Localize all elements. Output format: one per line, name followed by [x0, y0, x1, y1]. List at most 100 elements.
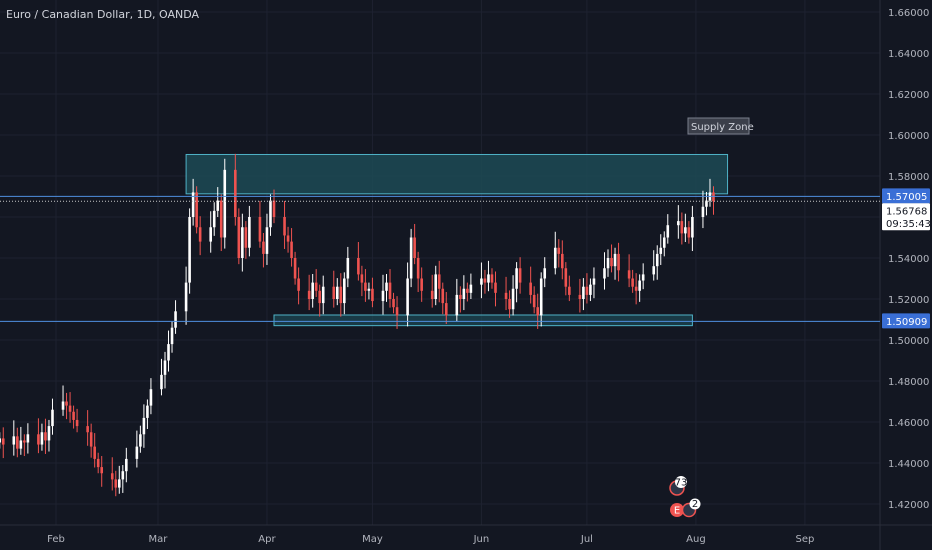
- candle-body: [691, 217, 694, 238]
- candle-body: [381, 290, 385, 302]
- candle-body: [40, 432, 44, 445]
- candle-body: [75, 419, 79, 427]
- candle-body: [23, 440, 26, 443]
- candle-body: [286, 235, 290, 242]
- candle-body: [444, 303, 448, 316]
- candle-body: [174, 311, 177, 328]
- candle-body: [641, 274, 645, 281]
- candle-body: [68, 405, 72, 412]
- candle-body: [606, 258, 610, 269]
- candle-body: [568, 286, 571, 295]
- candle-body: [395, 307, 399, 316]
- candle-body: [543, 268, 547, 279]
- y-tick-label: 1.50000: [888, 336, 929, 347]
- y-tick-label: 1.42000: [888, 500, 929, 511]
- candle-body: [237, 217, 241, 258]
- candle-body: [125, 458, 128, 472]
- candle-body: [139, 434, 142, 447]
- candle-body: [167, 344, 170, 361]
- candle-body: [343, 278, 346, 304]
- candle-body: [37, 434, 40, 445]
- current-price-label: 1.56768: [886, 206, 927, 217]
- candle-body: [44, 432, 47, 441]
- candle-body: [248, 217, 251, 248]
- candle-body: [578, 294, 582, 299]
- candle-body: [388, 282, 392, 299]
- candle-body: [160, 374, 163, 390]
- candle-body: [12, 436, 16, 445]
- candle-body: [511, 288, 515, 310]
- candle-body: [420, 278, 423, 291]
- candle-body: [339, 286, 343, 304]
- candle-body: [96, 458, 100, 468]
- candle-body: [430, 290, 434, 299]
- candle-body: [603, 268, 606, 279]
- candle-body: [466, 288, 469, 293]
- candle-body: [146, 405, 149, 418]
- candle-body: [437, 274, 441, 289]
- resistance-price-label: 1.57005: [886, 192, 927, 203]
- candle-body: [662, 237, 666, 248]
- candle-body: [117, 479, 121, 488]
- candle-body: [589, 284, 592, 295]
- candle-body: [613, 253, 617, 267]
- candle-body: [462, 288, 466, 299]
- candle-body: [142, 417, 146, 435]
- candle-body: [346, 258, 350, 279]
- candle-body: [536, 307, 539, 316]
- x-tick-label: Sep: [795, 534, 814, 545]
- candle-body: [659, 247, 663, 254]
- candle-body: [283, 217, 286, 236]
- candle-body: [241, 227, 244, 258]
- candle-body: [360, 274, 364, 283]
- candle-body: [480, 278, 483, 285]
- candle-body: [163, 360, 167, 375]
- candle-body: [311, 282, 314, 299]
- candle-body: [121, 471, 125, 480]
- candle-body: [16, 436, 19, 449]
- candle-body: [687, 227, 691, 238]
- candle-body: [532, 294, 536, 308]
- candle-body: [265, 227, 269, 254]
- candle-body: [617, 253, 620, 271]
- candle-body: [557, 247, 561, 254]
- candle-body: [209, 227, 213, 242]
- economic-event-letter: E: [674, 506, 680, 517]
- y-tick-label: 1.66000: [888, 8, 929, 19]
- candle-body: [364, 282, 367, 291]
- candle-body: [441, 288, 445, 304]
- candle-body: [385, 282, 388, 291]
- candle-body: [406, 278, 409, 316]
- candle-body: [65, 401, 68, 406]
- candle-body: [582, 286, 585, 299]
- y-tick-label: 1.60000: [888, 131, 929, 142]
- candle-body: [515, 268, 518, 289]
- x-tick-label: May: [362, 534, 383, 545]
- candle-body: [188, 217, 191, 283]
- candle-body: [219, 200, 223, 238]
- candle-body: [680, 221, 684, 234]
- candle-body: [93, 446, 96, 459]
- candle-body: [508, 299, 511, 310]
- candle-body: [212, 210, 216, 228]
- supply-zone-label-box: [687, 117, 750, 135]
- candle-body: [272, 200, 276, 217]
- candle-body: [89, 432, 93, 447]
- candle-body: [86, 426, 89, 433]
- y-tick-label: 1.58000: [888, 172, 929, 183]
- x-tick-label: Aug: [686, 534, 706, 545]
- x-tick-label: Jul: [580, 534, 593, 545]
- candle-body: [564, 268, 568, 287]
- candle-body: [307, 290, 311, 299]
- candle-body: [504, 292, 508, 299]
- candle-body: [198, 227, 202, 242]
- candle-body: [216, 200, 220, 211]
- y-tick-label: 1.52000: [888, 295, 929, 306]
- y-tick-label: 1.44000: [888, 459, 929, 470]
- candle-body: [705, 200, 708, 207]
- candle-body: [684, 227, 687, 234]
- candle-body: [234, 169, 237, 217]
- candle-body: [293, 258, 297, 279]
- candle-body: [483, 278, 487, 283]
